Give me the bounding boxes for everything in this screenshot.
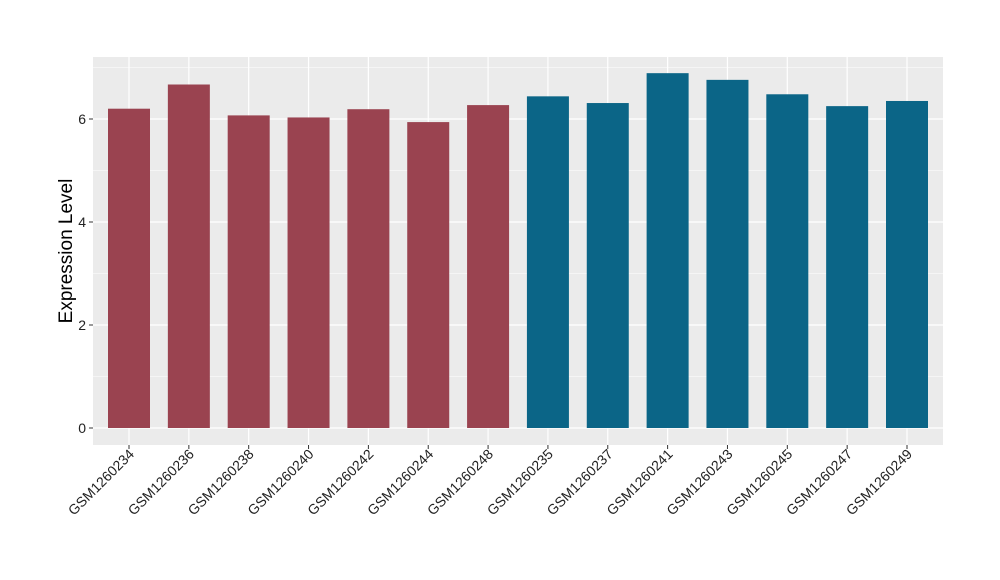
bar-gsm1260249 xyxy=(886,100,928,428)
y-tick-label: 2 xyxy=(78,317,86,333)
bar-gsm1260235 xyxy=(526,96,569,428)
bar-gsm1260247 xyxy=(826,106,869,429)
bar-gsm1260243 xyxy=(706,79,749,429)
bar-gsm1260244 xyxy=(407,122,450,428)
bar-gsm1260242 xyxy=(347,109,390,429)
y-tick-label: 6 xyxy=(78,111,86,127)
y-tick-label: 4 xyxy=(78,214,86,230)
bar-gsm1260248 xyxy=(467,105,510,428)
bar-gsm1260245 xyxy=(766,94,809,428)
bar-gsm1260236 xyxy=(167,84,210,428)
bars-group xyxy=(108,73,928,429)
bar-gsm1260238 xyxy=(227,115,270,428)
y-axis-title: Expression Level xyxy=(56,179,77,324)
bar-gsm1260237 xyxy=(586,103,629,428)
y-axis: 0 2 4 6 xyxy=(78,111,93,436)
plot-panel xyxy=(93,57,943,445)
x-axis: GSM1260234GSM1260236GSM1260238GSM1260240… xyxy=(65,445,915,518)
bar-gsm1260234 xyxy=(108,108,150,428)
bar-gsm1260241 xyxy=(646,73,689,429)
bar-gsm1260240 xyxy=(287,117,330,428)
y-tick-label: 0 xyxy=(78,420,86,436)
